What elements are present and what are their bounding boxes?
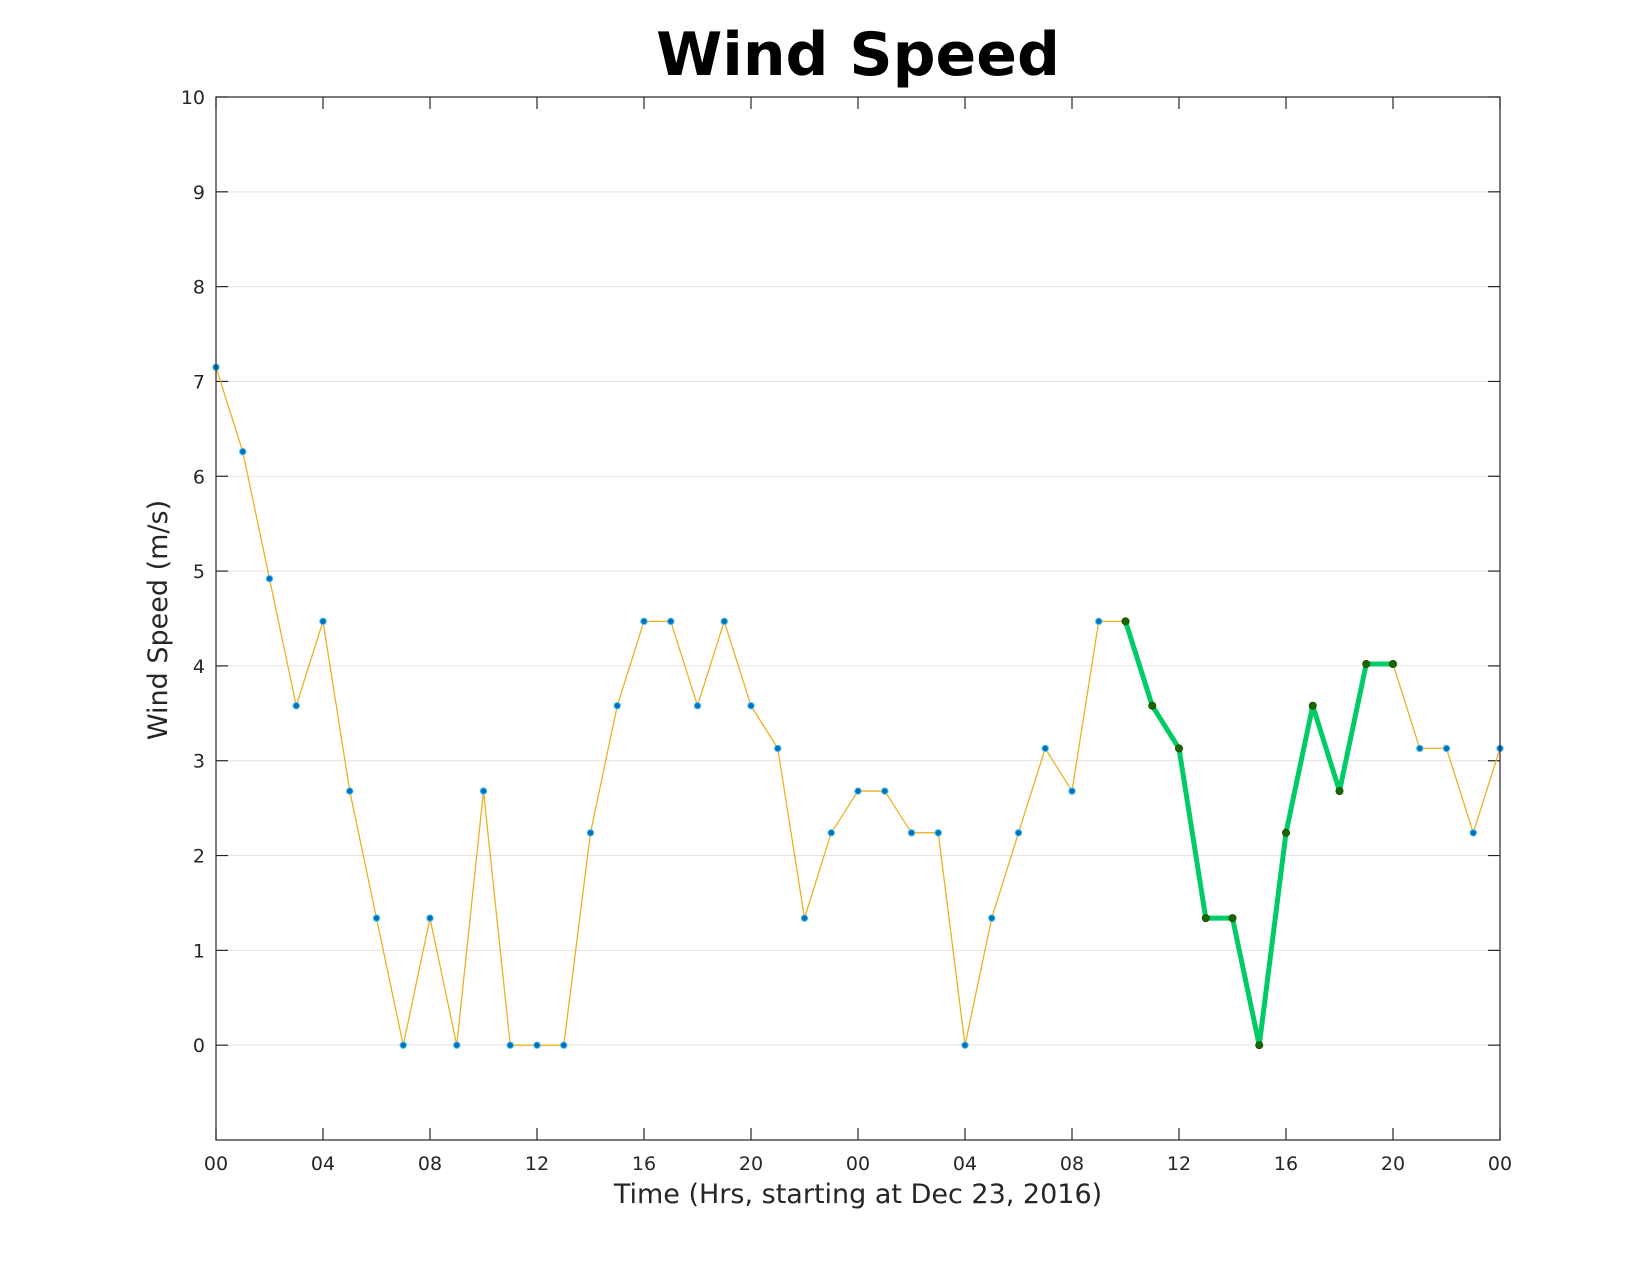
highlight-point (1148, 701, 1157, 710)
x-tick-label: 00 (846, 1153, 870, 1175)
data-point (292, 702, 300, 710)
plot-frame (215, 96, 1501, 1141)
data-point (774, 744, 782, 753)
data-point (1014, 829, 1023, 837)
x-tick-label: 12 (525, 1153, 549, 1175)
highlight-point (1255, 1041, 1264, 1050)
ticks (215, 96, 1501, 1140)
data-point (988, 914, 996, 922)
data-point (399, 1041, 407, 1049)
chart-title: Wind Speed (656, 20, 1060, 90)
data-point (1442, 744, 1451, 753)
y-tick-label: 9 (193, 182, 205, 204)
x-tick-label: 20 (739, 1153, 763, 1175)
data-point (319, 617, 327, 626)
data-point (827, 829, 835, 837)
data-point (453, 1041, 461, 1049)
data-point (346, 787, 354, 795)
data-point (907, 829, 916, 837)
y-tick-label: 1 (193, 940, 205, 962)
y-tick-label: 0 (193, 1035, 205, 1057)
data-point (747, 702, 755, 710)
data-point (1041, 744, 1049, 753)
highlight-point (1201, 914, 1210, 923)
highlight-point (1389, 660, 1398, 669)
data-point (426, 914, 434, 922)
x-tick-label: 04 (953, 1153, 977, 1175)
data-point (720, 617, 728, 626)
data-point (586, 829, 595, 837)
highlight-point (1362, 660, 1371, 669)
y-tick-label: 7 (193, 371, 205, 393)
data-point (1469, 829, 1477, 837)
data-point (265, 574, 274, 583)
y-tick-label: 6 (193, 466, 205, 488)
data-point (613, 702, 621, 710)
data-point (640, 617, 648, 626)
y-tick-label: 5 (193, 561, 205, 583)
data-point (1068, 787, 1076, 795)
highlight-point (1228, 914, 1237, 923)
data-point (1416, 744, 1424, 753)
x-axis-label: Time (Hrs, starting at Dec 23, 2016) (613, 1179, 1102, 1210)
data-point (1095, 617, 1103, 626)
y-axis-label: Wind Speed (m/s) (143, 500, 174, 740)
data-point (961, 1041, 969, 1049)
x-tick-label: 04 (311, 1153, 335, 1175)
data-point (239, 447, 247, 456)
y-tick-label: 2 (193, 846, 205, 868)
highlight-point (1175, 744, 1184, 753)
x-tick-label: 20 (1381, 1153, 1405, 1175)
data-point (533, 1041, 541, 1049)
data-point (506, 1041, 514, 1049)
y-tick-label: 3 (193, 751, 205, 773)
highlight-point (1308, 701, 1317, 710)
y-tick-label: 4 (193, 656, 205, 678)
data-point (800, 914, 809, 922)
data-point (693, 702, 702, 710)
x-tick-label: 00 (1488, 1153, 1512, 1175)
highlight-point (1282, 828, 1291, 837)
data-point (881, 787, 889, 795)
x-tick-label: 16 (632, 1153, 656, 1175)
highlight-point (1121, 617, 1130, 626)
data-point (667, 617, 675, 626)
highlight-point (1335, 787, 1344, 796)
data-point (854, 787, 862, 795)
data-point (372, 914, 381, 922)
plot-background (216, 97, 1500, 1140)
data-point (479, 787, 488, 795)
x-tick-label: 08 (418, 1153, 442, 1175)
y-tick-label: 8 (193, 277, 205, 299)
series (212, 363, 1504, 1050)
x-tick-label: 08 (1060, 1153, 1084, 1175)
x-tick-label: 00 (204, 1153, 228, 1175)
data-point (934, 829, 942, 837)
data-point (560, 1041, 568, 1049)
y-tick-label: 10 (181, 87, 205, 109)
x-tick-label: 16 (1274, 1153, 1298, 1175)
x-tick-label: 12 (1167, 1153, 1191, 1175)
